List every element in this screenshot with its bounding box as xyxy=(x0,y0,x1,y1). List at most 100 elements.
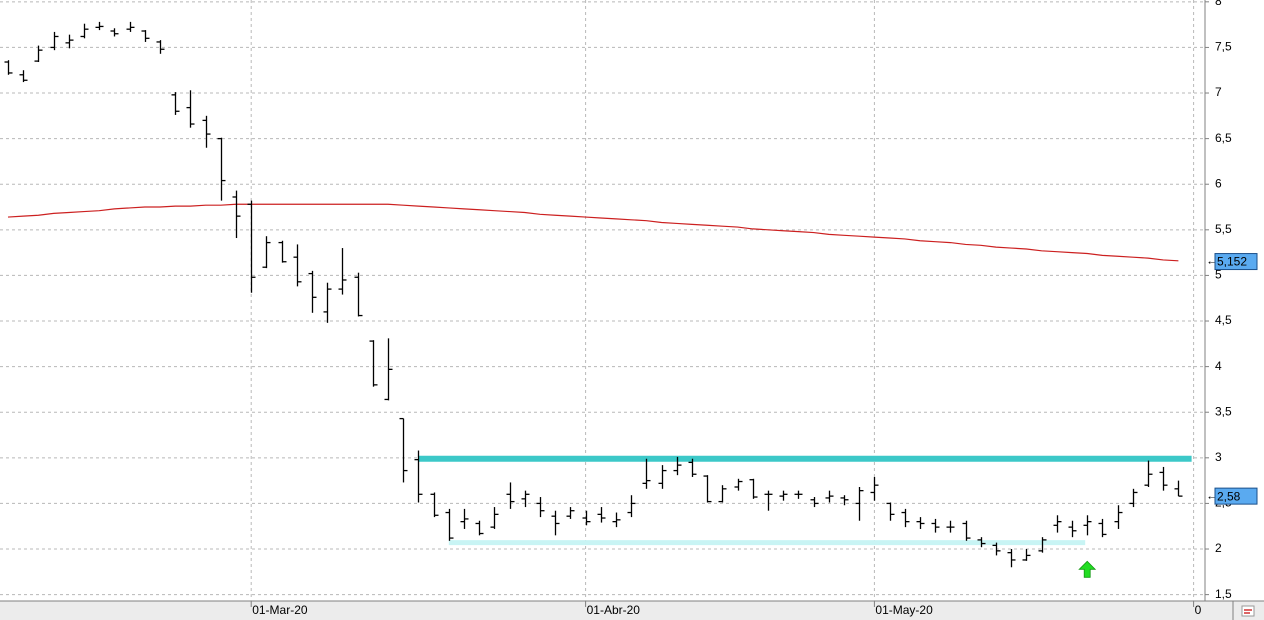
ohlc-bar xyxy=(475,520,484,536)
ohlc-bar xyxy=(1174,480,1183,497)
ohlc-bar xyxy=(247,200,256,293)
ohlc-bar xyxy=(293,244,302,287)
y-tick-label: 6,5 xyxy=(1215,131,1232,145)
y-tick-label: 2 xyxy=(1215,541,1222,555)
y-tick-label: 4,5 xyxy=(1215,313,1232,327)
buy-signal-arrow xyxy=(1078,560,1097,578)
y-tick-label: 3 xyxy=(1215,450,1222,464)
ohlc-bar xyxy=(840,495,849,506)
ohlc-bar xyxy=(810,497,819,508)
ohlc-bar xyxy=(50,31,59,51)
moving-average-line xyxy=(7,203,1179,262)
ohlc-bar xyxy=(870,476,879,501)
ohlc-bar xyxy=(901,508,910,528)
y-tick-label: 3,5 xyxy=(1215,404,1232,418)
ohlc-bar xyxy=(582,510,591,526)
ohlc-bar xyxy=(703,475,712,503)
ohlc-bar xyxy=(34,45,43,63)
ohlc-bar xyxy=(962,520,971,541)
ohlc-bar xyxy=(825,490,834,503)
y-tick-label: 5,5 xyxy=(1215,222,1232,236)
ohlc-bar xyxy=(202,115,211,148)
y-tick-label: 5 xyxy=(1215,268,1222,282)
value-box xyxy=(1214,253,1258,271)
ohlc-bar xyxy=(1083,515,1092,536)
ohlc-bar xyxy=(490,507,499,529)
y-tick-label: 6 xyxy=(1215,176,1222,190)
ohlc-bar xyxy=(597,507,606,523)
y-tick-label: 7 xyxy=(1215,85,1222,99)
ohlc-bar xyxy=(445,508,454,541)
icon-glyph[interactable] xyxy=(1244,609,1252,614)
ohlc-bar xyxy=(506,482,515,509)
ohlc-bar xyxy=(414,450,423,503)
x-tick-label: 01-May-20 xyxy=(875,603,933,617)
ohlc-bar xyxy=(65,34,74,49)
ohlc-bar xyxy=(764,490,773,511)
ohlc-bar xyxy=(1098,518,1107,538)
ohlc-bar xyxy=(1007,549,1016,568)
ohlc-bar xyxy=(749,478,758,499)
ohlc-bar xyxy=(19,70,28,83)
ohlc-bar xyxy=(262,236,271,269)
ohlc-bar xyxy=(1038,537,1047,553)
ohlc-bar xyxy=(794,490,803,499)
ohlc-bar xyxy=(4,60,13,75)
ohlc-bar xyxy=(95,21,104,31)
ohlc-bar xyxy=(566,507,575,519)
ohlc-bar xyxy=(916,517,925,529)
x-tick-label: 01-Mar-20 xyxy=(252,603,308,617)
ohlc-bar xyxy=(384,338,393,401)
ohlc-bar xyxy=(931,518,940,533)
ohlc-bar xyxy=(308,270,317,313)
ohlc-bar xyxy=(688,458,697,477)
y-tick-label: 4 xyxy=(1215,359,1222,373)
ohlc-bar xyxy=(354,272,363,317)
ohlc-bar xyxy=(992,542,1001,556)
ohlc-bar xyxy=(171,92,180,115)
x-tick-label: 0 xyxy=(1195,603,1202,617)
ohlc-bar xyxy=(612,512,621,528)
ohlc-bar xyxy=(232,190,241,239)
ohlc-bar xyxy=(642,458,651,489)
ohlc-bar xyxy=(430,492,439,518)
ohlc-bar xyxy=(1114,505,1123,529)
ohlc-bar xyxy=(323,282,332,323)
ohlc-bar xyxy=(627,495,636,518)
y-tick-label: 1,5 xyxy=(1215,587,1232,601)
ohlc-bar xyxy=(718,485,727,503)
ohlc-bar xyxy=(460,508,469,529)
ohlc-bar xyxy=(1129,488,1138,508)
ohlc-bar xyxy=(278,240,287,263)
corner-icon[interactable] xyxy=(1241,605,1255,617)
ohlc-bar xyxy=(1068,520,1077,538)
ohlc-bar xyxy=(1053,515,1062,533)
y-tick-label: 7,5 xyxy=(1215,40,1232,54)
ohlc-bar xyxy=(946,520,955,533)
ohlc-bar xyxy=(141,30,150,42)
x-axis-strip xyxy=(0,601,1264,620)
ohlc-bar xyxy=(217,137,226,201)
ohlc-bar xyxy=(658,465,667,489)
ohlc-bar xyxy=(156,40,165,54)
icon-box[interactable] xyxy=(1241,605,1255,617)
value-box-label: 5,152 xyxy=(1217,255,1247,269)
value-box-label: 2,58 xyxy=(1217,489,1241,503)
x-tick-label: 01-Abr-20 xyxy=(587,603,641,617)
ohlc-bar xyxy=(1159,466,1168,491)
ohlc-bar xyxy=(886,502,895,521)
ohlc-bar xyxy=(126,21,135,32)
ohlc-bar xyxy=(855,487,864,521)
ohlc-bar xyxy=(399,417,408,483)
ohlc-bar xyxy=(369,340,378,387)
ohlc-bar xyxy=(186,90,195,128)
ohlc-bar xyxy=(977,537,986,548)
ohlc-bar xyxy=(110,28,119,37)
ohlc-bar xyxy=(734,478,743,491)
ohlc-bar xyxy=(779,490,788,501)
y-tick-label: 8 xyxy=(1215,0,1222,8)
value-box xyxy=(1214,487,1258,505)
ohlc-bar xyxy=(338,248,347,295)
ohlc-bar xyxy=(551,510,560,536)
